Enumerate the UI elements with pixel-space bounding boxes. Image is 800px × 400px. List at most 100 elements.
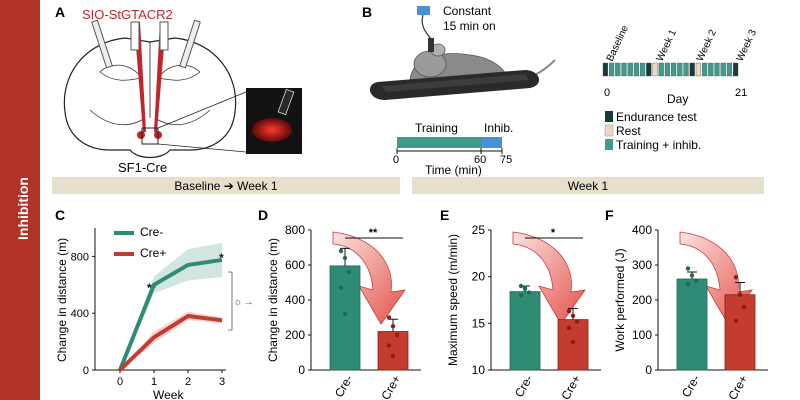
chart-xtick-label: Cre+	[558, 373, 583, 400]
schedule-day-cell	[683, 62, 689, 77]
chart-xtick-label: Cre+	[378, 373, 403, 400]
bar-cre-minusplus	[557, 319, 589, 371]
chart-c-legend-cre-minus: Cre-	[140, 225, 163, 239]
chart-c-ytick-label: 0	[83, 365, 89, 377]
significance-marker: *	[551, 227, 556, 239]
data-point	[574, 319, 580, 324]
chart-ytick-label: 400	[285, 293, 305, 307]
chart-ytick-label: 20	[472, 270, 486, 284]
target-nucleus-left	[137, 131, 145, 139]
data-point	[566, 325, 572, 331]
chart-ytick-label: 400	[632, 223, 652, 237]
mouse-implant	[428, 38, 434, 52]
schedule-day-cell	[602, 62, 609, 77]
schedule-day-cell	[695, 62, 702, 77]
brain-inner-fold	[89, 109, 211, 126]
data-point	[386, 315, 392, 320]
schedule-day-cell	[726, 62, 733, 77]
schedule-day-cell	[633, 62, 640, 77]
needle-cap-left	[130, 21, 140, 51]
schedule-day-cell	[652, 62, 658, 77]
header-band-right	[412, 177, 764, 194]
panel-letter-f: F	[605, 207, 614, 223]
schedule-label-baseline: Baseline	[605, 23, 631, 63]
treadmill-surface	[382, 74, 528, 92]
data-point	[386, 343, 392, 348]
timeline-tick-60: 60	[474, 154, 486, 166]
data-point	[741, 304, 747, 310]
chart-xtick-label: Cre+	[725, 373, 750, 400]
fiber-cable	[421, 14, 433, 41]
schedule-day-cell	[671, 62, 677, 77]
zoom-line-top	[157, 91, 247, 129]
chart-ytick-label: 800	[285, 223, 305, 237]
section-sidebar	[0, 0, 40, 400]
schedule-day-cell	[627, 62, 633, 77]
chart-c-line-cre-plus	[118, 314, 223, 372]
data-point	[342, 255, 348, 261]
data-point	[737, 292, 743, 297]
sidebar-label: Inhibition	[15, 177, 31, 240]
data-point	[733, 318, 739, 324]
legend-swatch-rest	[604, 124, 614, 137]
schedule-day-cell	[720, 62, 726, 77]
optic-fiber-left	[91, 19, 113, 69]
data-point	[733, 275, 739, 280]
line-chart-distance: Change in distance (m) Week Cre- Cre+ **…	[55, 225, 254, 400]
chart-c-inhibition-symbol: ☼→	[233, 296, 254, 308]
panel-letter-a: A	[55, 4, 65, 20]
treadmill-schematic: Constant 15 min on Training Inhib. 0 60 …	[369, 4, 556, 177]
timeline-tick-0: 0	[393, 154, 399, 166]
chart-xtick-label: Cre-	[679, 373, 703, 400]
needle-cap-right	[159, 21, 169, 51]
legend-swatch-training	[605, 139, 613, 150]
schedule-day-cell	[621, 62, 627, 77]
data-point	[566, 309, 572, 314]
timeline-inhib-bar	[481, 137, 502, 148]
data-point	[394, 332, 400, 338]
schedule-end: 21	[735, 87, 747, 99]
training-schedule: Baseline Week 1 Week 2 Week 3 0 21 Day E…	[602, 23, 759, 152]
schedule-day-cell	[702, 62, 708, 77]
chart-c-ytick-label: 800	[71, 251, 89, 263]
data-point	[685, 266, 691, 271]
optic-fiber-right	[179, 19, 201, 69]
header-left: Baseline ➔ Week 1	[174, 179, 278, 193]
schedule-day-cell	[640, 62, 646, 77]
brain-ventricle-right	[157, 64, 201, 81]
laser-label-line2: 15 min on	[443, 19, 496, 33]
panel-letter-c: C	[55, 207, 65, 223]
data-point	[342, 311, 348, 317]
header-right: Week 1	[568, 179, 609, 193]
bar-cre-minusplus	[724, 294, 756, 371]
data-point	[526, 290, 532, 295]
chart-ytick-label: 0	[645, 363, 652, 377]
timeline-training-label: Training	[415, 121, 458, 135]
chart-ytick-label: 0	[298, 363, 305, 377]
chart-ylabel: Work performed (J)	[613, 248, 627, 351]
bar-chart-work: 0 100 200 300 400 Work performed (J) Cre- Cre+	[613, 223, 768, 400]
chart-ytick-label: 25	[472, 223, 486, 237]
data-point	[390, 353, 396, 359]
data-point	[390, 324, 396, 329]
chart-c-xtick-label: 2	[185, 376, 191, 388]
schedule-cells	[602, 62, 739, 77]
timeline-tick-75: 75	[500, 154, 512, 166]
bar-cre-minus	[676, 278, 708, 371]
zoom-box	[141, 127, 159, 145]
data-point	[570, 313, 576, 319]
chart-c-xlabel: Week	[153, 388, 184, 400]
chart-ytick-label: 200	[632, 293, 652, 307]
legend-training: Training + inhib.	[616, 138, 701, 152]
schedule-label-week1: Week 1	[655, 28, 679, 64]
laser-icon	[417, 6, 430, 15]
timeline-training-bar	[397, 137, 481, 148]
data-point	[518, 283, 524, 289]
bar-cre-minus	[329, 265, 361, 371]
chart-c-sig-week3: *	[219, 251, 224, 265]
brain-schematic: SIO-StGTACR2 SF1-Cre	[63, 7, 302, 175]
panel-letter-d: D	[258, 207, 268, 223]
brain-outline	[63, 37, 237, 159]
data-point	[685, 282, 691, 287]
chart-c-sem-band	[120, 242, 222, 370]
